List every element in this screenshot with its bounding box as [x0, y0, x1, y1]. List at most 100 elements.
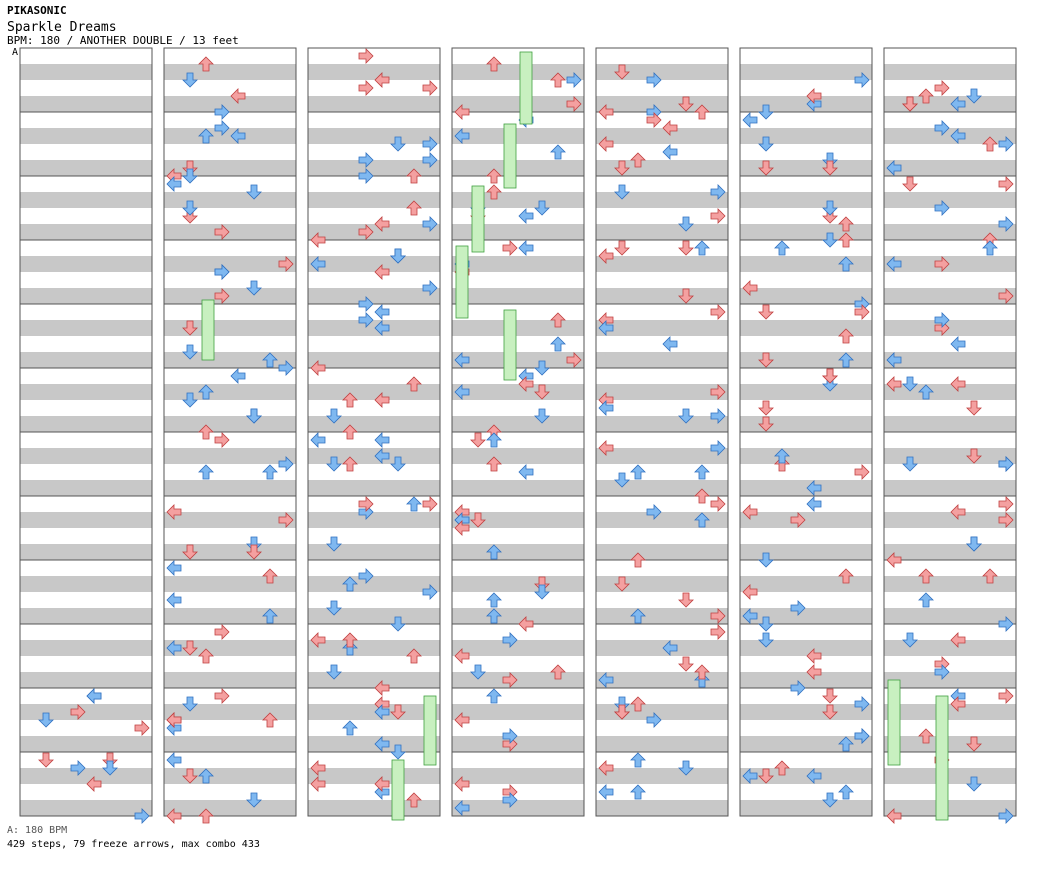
step-arrow	[454, 520, 470, 536]
step-arrow	[630, 552, 646, 568]
step-arrow	[950, 96, 966, 112]
step-arrow	[758, 416, 774, 432]
step-arrow	[262, 712, 278, 728]
step-arrow	[950, 336, 966, 352]
step-arrow	[918, 728, 934, 744]
step-arrow	[566, 72, 582, 88]
step-arrow	[486, 56, 502, 72]
step-arrow	[198, 128, 214, 144]
step-arrow	[966, 448, 982, 464]
step-arrow	[646, 504, 662, 520]
step-arrow	[86, 776, 102, 792]
step-arrow	[950, 376, 966, 392]
step-arrow	[342, 424, 358, 440]
step-arrow	[406, 376, 422, 392]
chart-column-1	[19, 47, 153, 817]
step-arrow	[326, 456, 342, 472]
step-arrow	[966, 776, 982, 792]
step-arrow	[214, 624, 230, 640]
step-arrow	[998, 808, 1014, 824]
step-arrow	[390, 248, 406, 264]
step-arrow	[246, 544, 262, 560]
step-arrow	[646, 112, 662, 128]
step-arrow	[310, 232, 326, 248]
step-arrow	[694, 488, 710, 504]
step-arrow	[758, 768, 774, 784]
step-arrow	[262, 352, 278, 368]
step-arrow	[358, 48, 374, 64]
freeze-arrow	[201, 299, 215, 361]
step-arrow	[102, 752, 118, 768]
step-arrow	[534, 360, 550, 376]
step-arrow	[998, 496, 1014, 512]
step-arrow	[486, 608, 502, 624]
step-arrow	[70, 760, 86, 776]
step-arrow	[422, 280, 438, 296]
step-arrow	[710, 408, 726, 424]
step-arrow	[470, 664, 486, 680]
step-arrow	[326, 664, 342, 680]
step-arrow	[662, 640, 678, 656]
step-arrow	[838, 784, 854, 800]
step-arrow	[998, 688, 1014, 704]
step-arrow	[758, 552, 774, 568]
chart-column-6	[739, 47, 873, 817]
step-arrow	[278, 512, 294, 528]
step-arrow	[854, 464, 870, 480]
step-arrow	[214, 432, 230, 448]
step-arrow	[534, 408, 550, 424]
step-arrow	[326, 536, 342, 552]
step-arrow	[550, 144, 566, 160]
step-arrow	[742, 584, 758, 600]
song-title: Sparkle Dreams	[7, 20, 117, 35]
step-arrow	[486, 456, 502, 472]
step-arrow	[422, 80, 438, 96]
step-arrow	[838, 736, 854, 752]
step-arrow	[342, 576, 358, 592]
step-arrow	[374, 320, 390, 336]
step-arrow	[358, 80, 374, 96]
step-arrow	[758, 104, 774, 120]
step-arrow	[614, 64, 630, 80]
step-arrow	[310, 760, 326, 776]
step-arrow	[998, 456, 1014, 472]
step-arrow	[406, 200, 422, 216]
step-arrow	[790, 512, 806, 528]
step-arrow	[598, 248, 614, 264]
chart-stats: 429 steps, 79 freeze arrows, max combo 4…	[7, 839, 260, 850]
step-arrow	[534, 584, 550, 600]
step-arrow	[854, 728, 870, 744]
step-arrow	[358, 152, 374, 168]
step-arrow	[454, 384, 470, 400]
step-arrow	[614, 576, 630, 592]
step-arrow	[86, 688, 102, 704]
step-arrow	[838, 568, 854, 584]
step-arrow	[630, 696, 646, 712]
step-arrow	[518, 240, 534, 256]
step-arrow	[598, 104, 614, 120]
step-arrow	[886, 256, 902, 272]
step-arrow	[758, 632, 774, 648]
step-arrow	[182, 768, 198, 784]
step-arrow	[230, 368, 246, 384]
step-arrow	[262, 464, 278, 480]
step-arrow	[758, 160, 774, 176]
step-arrow	[694, 672, 710, 688]
step-arrow	[390, 744, 406, 760]
step-arrow	[358, 568, 374, 584]
step-arrow	[390, 616, 406, 632]
freeze-arrow	[887, 679, 901, 766]
step-arrow	[774, 760, 790, 776]
step-arrow	[278, 360, 294, 376]
step-arrow	[742, 112, 758, 128]
step-arrow	[998, 616, 1014, 632]
freeze-arrow	[503, 309, 517, 381]
step-arrow	[998, 216, 1014, 232]
step-arrow	[198, 384, 214, 400]
step-arrow	[646, 712, 662, 728]
step-arrow	[662, 120, 678, 136]
step-arrow	[934, 120, 950, 136]
step-arrow	[374, 776, 390, 792]
step-arrow	[262, 608, 278, 624]
step-arrow	[422, 216, 438, 232]
